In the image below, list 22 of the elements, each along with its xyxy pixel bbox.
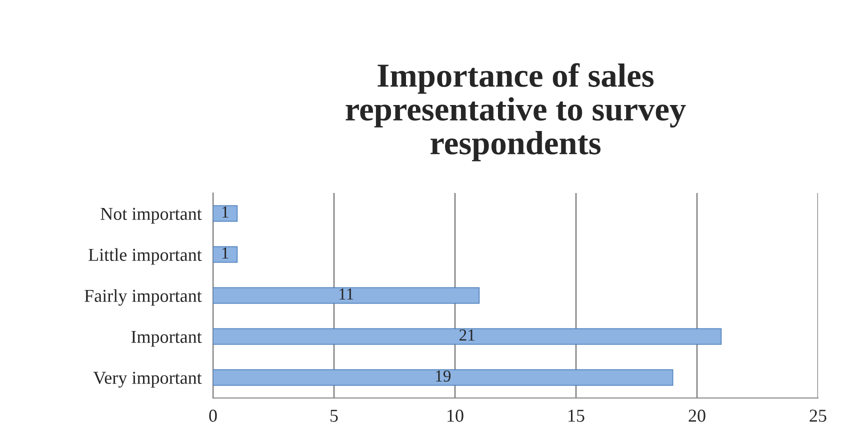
y-tick-label: Important (131, 330, 202, 347)
data-label: 19 (436, 370, 451, 382)
bar (213, 369, 674, 386)
bar (213, 205, 238, 222)
chart-title: Importance of sales representative to survey respondents (346, 63, 686, 162)
x-tick-label: 5 (330, 410, 338, 422)
x-tick-label: 10 (448, 410, 464, 422)
x-tick-label: 0 (209, 410, 217, 422)
data-label: 21 (460, 329, 474, 341)
x-tick-label: 20 (688, 410, 706, 422)
bar (213, 287, 480, 304)
y-tick-label: Little important (88, 248, 202, 265)
y-tick-label: Very important (93, 372, 202, 388)
x-tick-label: 25 (810, 410, 826, 422)
y-tick-label: Not important (100, 208, 202, 224)
data-label: 1 (222, 248, 228, 259)
x-tick-label: 15 (568, 410, 584, 422)
bar (213, 246, 238, 263)
data-label: 1 (222, 206, 228, 218)
bar (213, 328, 722, 345)
data-label: 11 (340, 288, 354, 300)
y-tick-label: Fairly important (84, 289, 202, 306)
